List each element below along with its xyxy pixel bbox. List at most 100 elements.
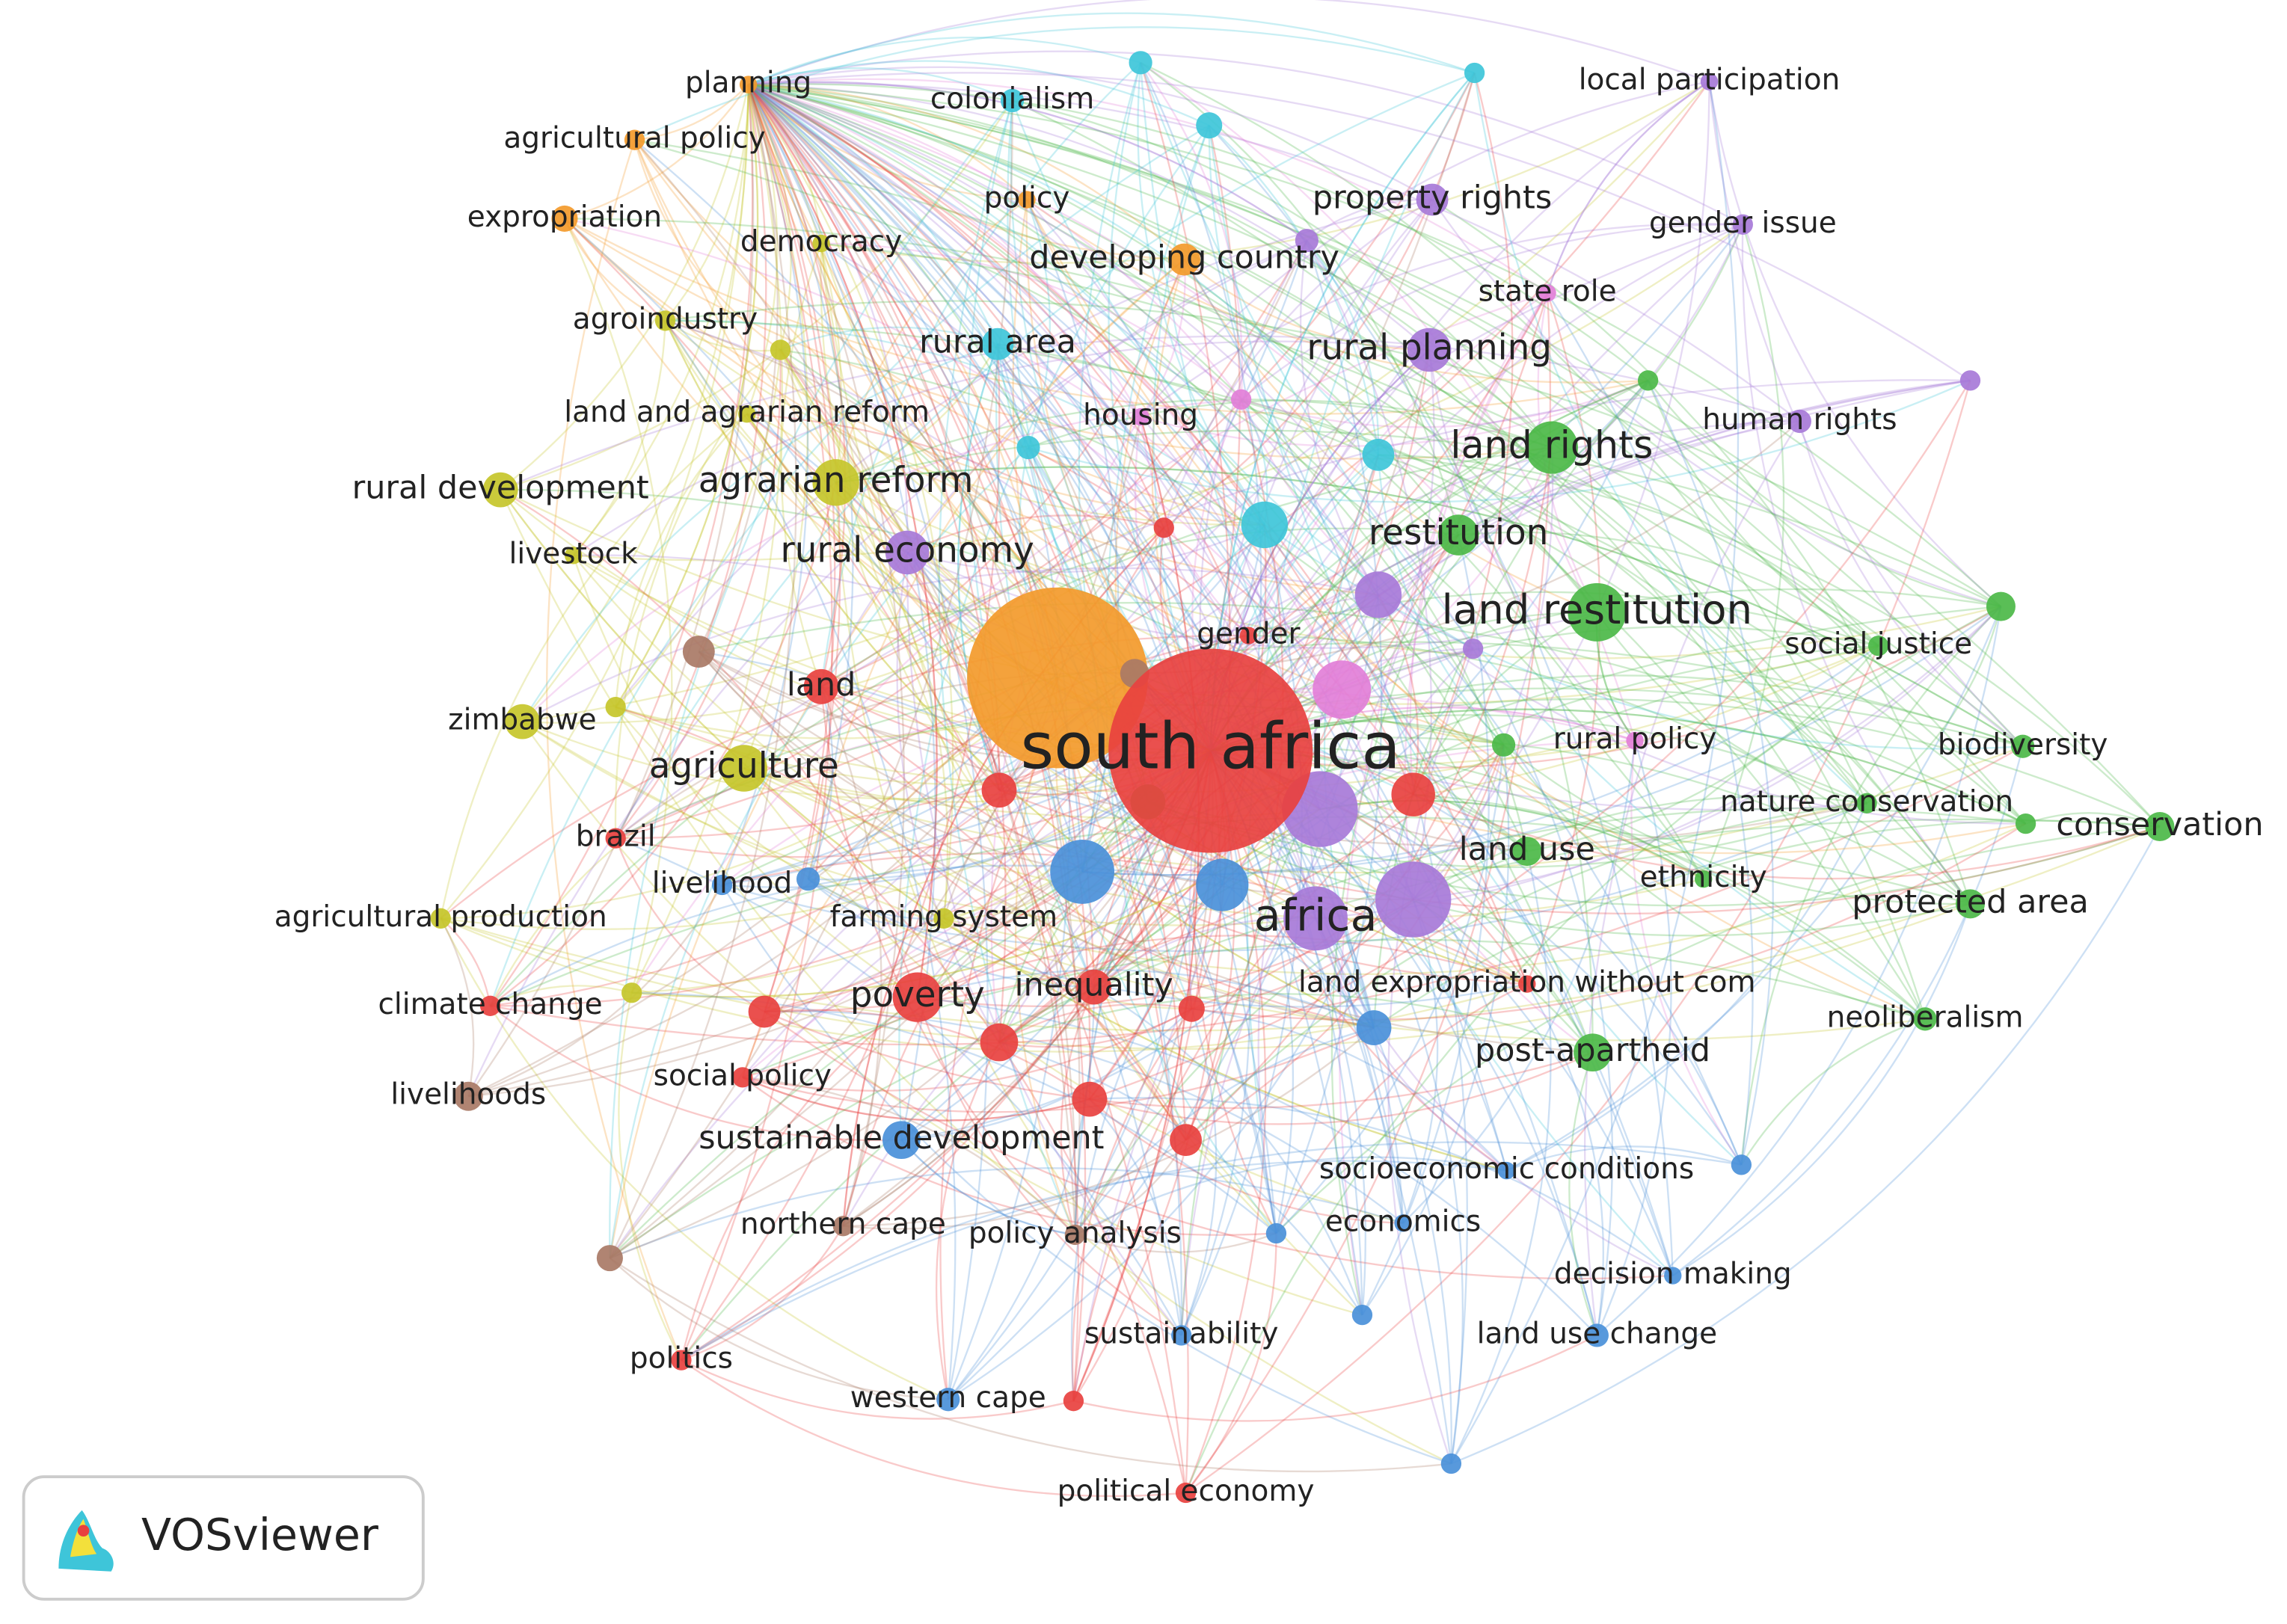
node-label: rural policy: [1553, 722, 1717, 756]
edge: [1740, 606, 2002, 1165]
edge: [820, 686, 882, 1227]
edge: [1191, 1008, 1508, 1172]
edge: [634, 139, 1704, 880]
edge: [522, 81, 1710, 723]
edge: [615, 379, 1971, 840]
node: [482, 472, 518, 508]
edge: [1188, 199, 1433, 1009]
edge: [721, 884, 1452, 1465]
edge: [1240, 399, 1528, 852]
edge: [967, 100, 1095, 988]
edge: [748, 78, 1548, 294]
edge: [1341, 447, 1553, 691]
edge: [1210, 626, 1879, 752]
edge: [1458, 224, 1744, 536]
edge: [664, 84, 749, 322]
edge: [698, 650, 1375, 1029]
node: [796, 867, 820, 891]
edge: [947, 594, 1380, 1400]
edge: [997, 343, 1343, 690]
edge: [1596, 612, 1867, 805]
edge: [1140, 61, 1868, 804]
edge: [748, 84, 1594, 1054]
edge: [807, 878, 944, 920]
node-label: africa: [1254, 890, 1378, 941]
edge: [743, 84, 809, 769]
edge: [835, 199, 1028, 483]
edge: [615, 84, 767, 839]
edge: [746, 413, 1528, 985]
edge: [564, 218, 1648, 415]
node-label: agrarian reform: [699, 461, 974, 501]
edge: [820, 259, 1185, 688]
edge: [748, 66, 1433, 201]
edge: [633, 139, 1076, 1235]
edge: [820, 243, 1000, 791]
node: [1497, 1161, 1516, 1180]
edge: [748, 83, 1867, 805]
node-label: conservation: [2056, 806, 2263, 843]
node-label: agriculture: [649, 746, 839, 787]
edge: [820, 243, 1363, 1316]
edge: [1505, 802, 1868, 1172]
edge: [681, 1359, 1186, 1498]
edge: [1275, 825, 2161, 1234]
edge: [500, 488, 1528, 852]
node: [1986, 591, 2016, 621]
edge: [1209, 72, 1476, 751]
node: [1076, 969, 1112, 1005]
edge: [614, 349, 782, 839]
edge: [1183, 259, 1597, 613]
edge: [748, 83, 1379, 596]
edge: [1210, 708, 2027, 825]
edge: [680, 996, 918, 1361]
node: [737, 405, 756, 423]
node: [981, 327, 1014, 360]
edge: [467, 677, 1058, 1098]
edge: [633, 139, 782, 351]
edge: [820, 81, 1710, 264]
edge: [489, 84, 754, 1006]
node: [1731, 1154, 1752, 1175]
edge: [1025, 199, 1120, 873]
edge: [1413, 793, 1926, 1020]
edge: [521, 721, 1212, 800]
node: [2145, 812, 2175, 841]
edge: [1060, 986, 1095, 1235]
node-label: brazil: [576, 820, 656, 854]
node: [1626, 731, 1644, 750]
edge: [742, 1008, 1192, 1092]
node-label: housing: [1083, 399, 1198, 432]
edge: [440, 750, 1212, 930]
node: [624, 129, 645, 150]
edge: [681, 750, 1212, 1362]
edge: [748, 84, 999, 345]
node: [596, 1245, 623, 1272]
edge: [500, 84, 749, 491]
edge: [743, 641, 2024, 769]
edge: [1210, 606, 2002, 769]
edge: [564, 218, 1553, 460]
edge: [572, 84, 749, 556]
edge: [572, 555, 918, 998]
edge: [998, 789, 1224, 886]
edge: [609, 1257, 948, 1400]
edge: [500, 335, 1800, 491]
node: [732, 1067, 753, 1088]
edge: [1089, 1051, 1594, 1125]
edge: [681, 1141, 1742, 1362]
edge: [1314, 917, 1508, 1172]
edge: [995, 344, 1277, 1234]
edge: [1209, 750, 1452, 1464]
edge: [820, 242, 2027, 825]
node: [479, 995, 501, 1016]
edge: [835, 482, 1001, 790]
edge: [998, 789, 2161, 915]
edge: [835, 399, 1553, 484]
edge: [1078, 62, 1193, 1009]
node-label: land: [787, 666, 856, 704]
edge: [747, 84, 1030, 448]
node: [1196, 858, 1249, 911]
edge: [747, 84, 1059, 678]
edge: [1412, 447, 1554, 900]
